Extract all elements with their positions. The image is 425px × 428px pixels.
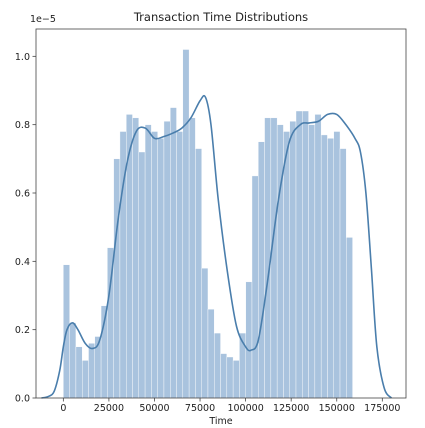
x-axis-ticks: 0 25000 50000 75000 100000 125000 150000 175000 <box>60 398 400 414</box>
histogram-bar <box>302 110 309 399</box>
histogram-bar <box>207 308 215 399</box>
histogram-bar <box>308 124 316 399</box>
histogram-bar <box>276 124 284 399</box>
y-axis-ticks: 0.0 0.2 0.4 0.6 0.8 1.0 <box>15 52 36 405</box>
histogram-bar <box>333 131 341 399</box>
histogram-bar <box>176 131 184 399</box>
histogram-bar <box>295 110 303 399</box>
histogram-bar <box>126 114 133 399</box>
histogram-bar <box>201 267 209 399</box>
histogram-bar <box>132 117 139 399</box>
histogram-bar <box>151 131 158 399</box>
histogram-bar <box>258 141 265 399</box>
histogram-bar <box>75 346 83 399</box>
x-tick-label: 100000 <box>227 403 263 414</box>
histogram-bar <box>82 360 89 399</box>
histogram-bar <box>320 134 328 399</box>
histogram-bar <box>283 131 290 399</box>
y-tick-label: 0.6 <box>15 189 30 200</box>
kde-curve-layer <box>41 94 393 399</box>
y-tick-label: 1.0 <box>15 52 30 63</box>
y-tick-label: 0.0 <box>15 394 30 405</box>
x-tick-label: 50000 <box>139 403 169 414</box>
histogram-bar <box>113 158 121 399</box>
x-tick-label: 0 <box>60 403 66 414</box>
y-tick-label: 0.4 <box>15 257 30 268</box>
histogram-bar <box>214 332 221 399</box>
x-tick-label: 150000 <box>319 403 355 414</box>
x-tick-label: 75000 <box>185 403 215 414</box>
x-tick-label: 25000 <box>94 403 124 414</box>
histogram-bar <box>232 360 240 399</box>
histogram-bar <box>346 237 353 399</box>
histogram-bar <box>69 322 77 399</box>
histogram-bar <box>314 114 322 399</box>
histogram-bar <box>327 138 334 399</box>
x-tick-label: 175000 <box>364 403 400 414</box>
histogram-bar <box>138 151 146 399</box>
histogram-bar <box>270 117 278 399</box>
histogram-bar <box>195 148 202 399</box>
y-tick-label: 0.2 <box>15 325 30 336</box>
histogram-bar <box>182 49 190 399</box>
x-axis-label: Time <box>208 416 232 427</box>
axes <box>35 28 407 399</box>
histogram-bar <box>157 138 165 399</box>
histogram-bar <box>188 117 196 399</box>
y-axis-scale-label: 1e−5 <box>30 14 56 25</box>
y-tick-label: 0.8 <box>15 120 30 131</box>
plot-frame <box>35 28 407 399</box>
histogram-bar <box>339 148 347 399</box>
histogram-bar <box>88 343 95 399</box>
x-tick-label: 125000 <box>273 403 309 414</box>
histogram-bar <box>226 356 234 399</box>
histogram-bars <box>63 49 353 399</box>
histogram-bar <box>170 107 177 399</box>
chart-title: Transaction Time Distributions <box>133 10 308 24</box>
histogram-bar <box>245 281 253 399</box>
histogram-bar <box>251 175 259 399</box>
histogram-bar <box>220 353 228 399</box>
histogram-bar <box>163 121 171 399</box>
histogram-bar <box>289 121 297 399</box>
kde-curve <box>41 94 393 399</box>
histogram-bar <box>144 124 152 399</box>
